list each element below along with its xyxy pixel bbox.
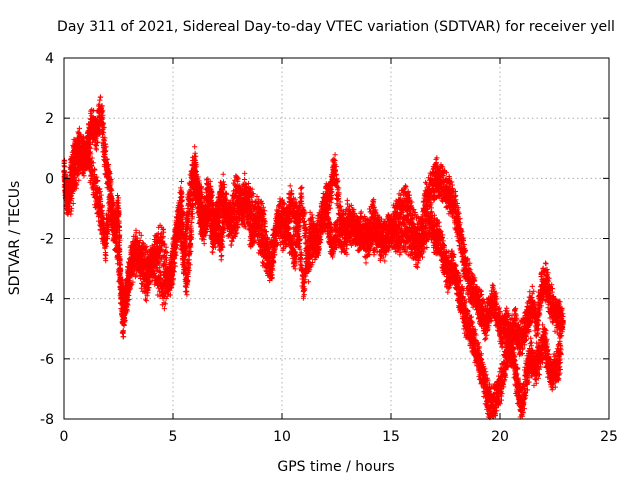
data-point-fill — [161, 306, 167, 312]
data-point-fill — [164, 293, 170, 299]
data-point-fill — [120, 328, 126, 334]
data-point-fill — [105, 161, 112, 168]
data-point-fill — [95, 139, 101, 145]
data-point-fill — [93, 147, 99, 153]
data-point-fill — [62, 164, 68, 170]
data-point-fill — [100, 130, 107, 136]
data-point-fill — [97, 97, 103, 103]
data-point-fill — [162, 301, 168, 307]
data-point-fill — [298, 185, 304, 191]
data-point-fill — [99, 109, 105, 115]
data-point-fill — [299, 184, 305, 190]
data-point-fill — [100, 108, 106, 114]
chart-title: Day 311 of 2021, Sidereal Day-to-day VTE… — [57, 19, 615, 35]
data-point-fill — [99, 103, 105, 109]
data-point-fill — [102, 135, 108, 141]
data-point-fill — [78, 132, 84, 138]
data-point-fill — [120, 334, 127, 340]
data-point-fill — [144, 293, 150, 299]
data-point-fill — [104, 157, 110, 163]
data-point-fill — [81, 173, 87, 179]
data-point-fill — [100, 112, 106, 118]
data-points — [61, 94, 566, 421]
data-point-fill — [108, 176, 114, 183]
data-point-fill — [143, 298, 149, 304]
data-point-fill — [103, 144, 109, 150]
data-point-fill — [157, 269, 163, 275]
data-point-fill — [101, 125, 107, 131]
data-point-fill — [101, 138, 107, 144]
data-point-fill — [107, 171, 113, 177]
data-point-fill — [100, 120, 107, 126]
data-point-fill — [80, 169, 86, 176]
data-point-fill — [220, 171, 226, 177]
data-point-fill — [483, 335, 489, 341]
data-point-fill — [332, 152, 338, 158]
data-point-fill — [100, 121, 106, 127]
data-point-fill — [76, 125, 82, 131]
data-point-fill — [98, 94, 104, 100]
data-point-fill — [186, 218, 192, 224]
